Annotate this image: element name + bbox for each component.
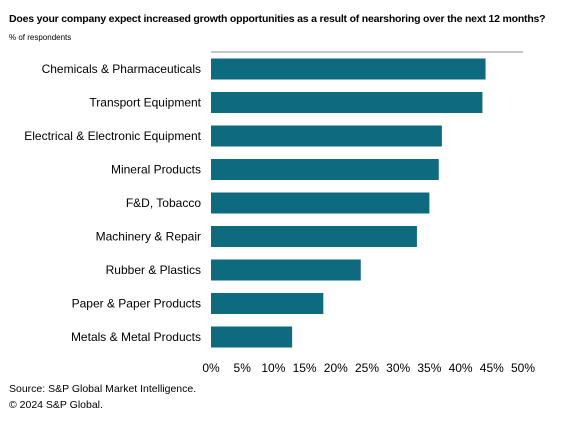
bar-1 xyxy=(211,58,486,80)
category-label: Electrical & Electronic Equipment xyxy=(24,129,201,143)
x-tick-label: 0% xyxy=(202,361,220,375)
x-tick-label: 40% xyxy=(449,361,473,375)
x-tick-label: 50% xyxy=(511,361,535,375)
bar-3 xyxy=(211,125,442,147)
x-tick-label: 25% xyxy=(355,361,379,375)
x-tick-label: 10% xyxy=(261,361,285,375)
category-label: Transport Equipment xyxy=(89,96,201,110)
bar-2 xyxy=(211,92,483,113)
x-tick-label: 20% xyxy=(324,361,348,375)
copyright-note: © 2024 S&P Global. xyxy=(9,399,103,411)
category-label: Mineral Products xyxy=(111,163,201,177)
category-label: Chemicals & Pharmaceuticals xyxy=(42,62,201,76)
category-label: Machinery & Repair xyxy=(96,230,201,244)
bar-9 xyxy=(211,326,293,348)
bar-5 xyxy=(211,192,430,214)
category-label: Metals & Metal Products xyxy=(71,330,201,344)
bar-7 xyxy=(211,259,361,281)
bar-6 xyxy=(211,226,417,247)
bar-4 xyxy=(211,159,439,180)
category-label: F&D, Tobacco xyxy=(126,196,201,210)
x-tick-label: 35% xyxy=(417,361,441,375)
bar-8 xyxy=(211,293,324,314)
source-note: Source: S&P Global Market Intelligence. xyxy=(9,383,197,395)
x-tick-label: 5% xyxy=(234,361,252,375)
category-label: Rubber & Plastics xyxy=(106,263,201,277)
x-tick-label: 30% xyxy=(386,361,410,375)
chart-subtitle: % of respondents xyxy=(9,33,72,42)
x-tick-label: 15% xyxy=(293,361,317,375)
x-tick-label: 45% xyxy=(480,361,504,375)
chart-title: Does your company expect increased growt… xyxy=(9,13,546,25)
category-label: Paper & Paper Products xyxy=(72,297,201,311)
